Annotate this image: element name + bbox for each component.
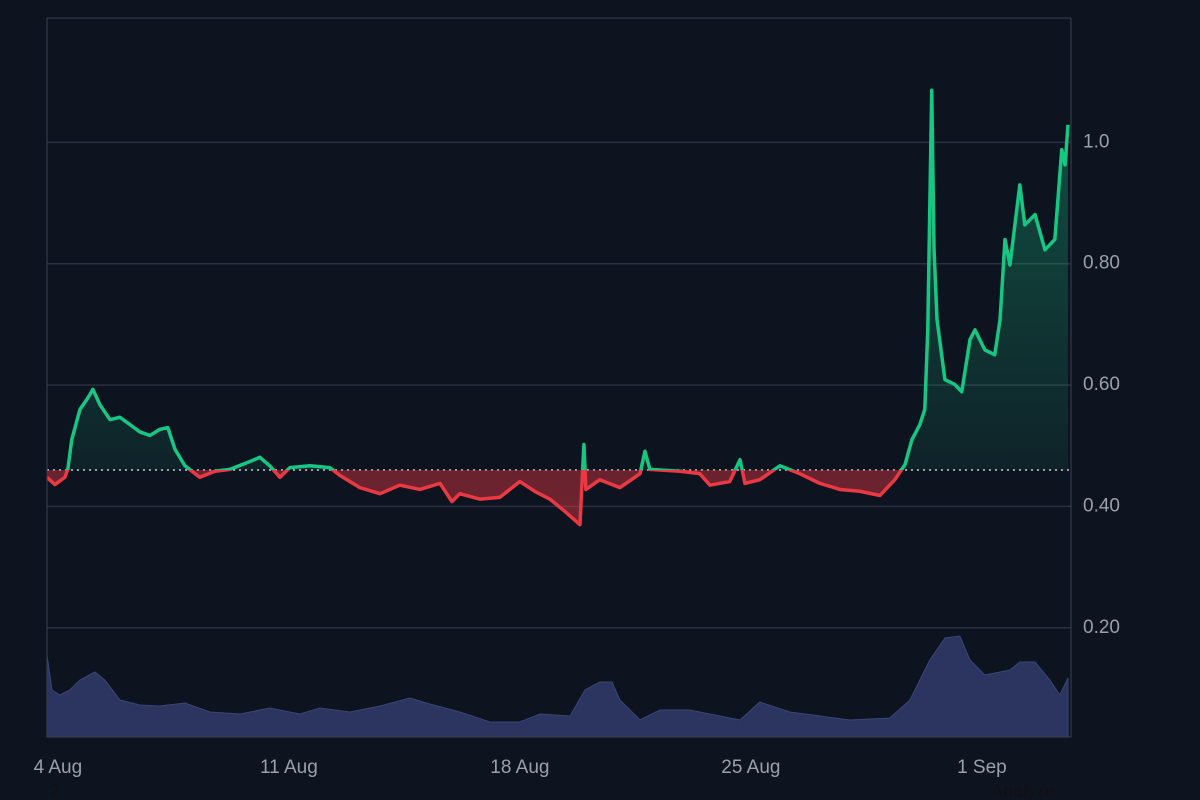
x-tick-label: 18 Aug	[490, 757, 549, 778]
y-tick-label: 1.0	[1083, 131, 1109, 152]
area-fill-down	[47, 470, 1069, 525]
price-line-up	[65, 88, 1070, 471]
x-tick-label: 1 Sep	[957, 757, 1007, 778]
y-tick-label: 0.80	[1083, 253, 1120, 274]
x-tick-label: 25 Aug	[721, 757, 780, 778]
volume-area	[46, 635, 1069, 738]
price-layer	[47, 88, 1071, 527]
price-line-down	[47, 470, 904, 527]
y-tick-label: 0.40	[1083, 495, 1120, 516]
volume-layer	[46, 635, 1069, 738]
x-tick-label: 11 Aug	[260, 757, 318, 778]
annotation: Analyze	[991, 781, 1055, 800]
annotation: 2	[50, 781, 60, 800]
y-tick-label: 0.20	[1083, 617, 1120, 638]
y-tick-label: 0.60	[1083, 374, 1120, 395]
x-tick-label: 4 Aug	[34, 757, 83, 778]
